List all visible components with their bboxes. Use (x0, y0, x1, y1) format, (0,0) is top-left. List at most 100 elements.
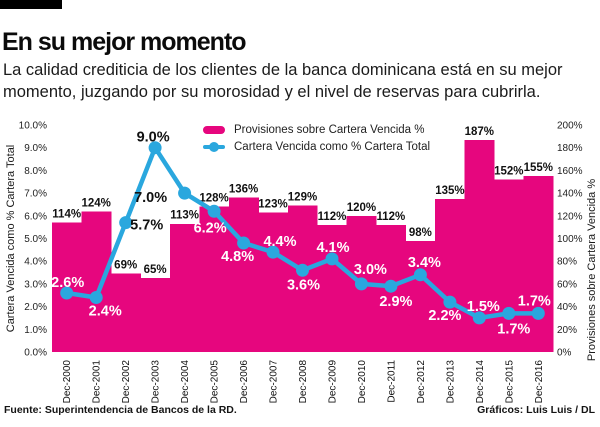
bar-value-label: 136% (229, 184, 258, 196)
line-point (237, 236, 251, 250)
left-axis-tick-label: 7.0% (24, 189, 47, 200)
line-value-label: 2.2% (428, 308, 461, 324)
line-point (413, 268, 427, 282)
left-axis-tick-label: 9.0% (24, 143, 47, 154)
bar-value-label: 129% (288, 192, 317, 204)
line-value-label: 4.4% (263, 234, 296, 250)
x-axis-label: Dec-2000 (62, 360, 73, 404)
bar-value-label: 123% (258, 198, 287, 210)
legend-item-bars: Provisiones sobre Cartera Vencida % (203, 124, 430, 136)
left-axis-tick-label: 0.0% (24, 348, 47, 359)
right-axis-tick-label: 100% (557, 234, 583, 245)
bar-series-swatch-icon (203, 126, 225, 134)
bar-value-label: 65% (144, 264, 167, 276)
line-point (178, 186, 192, 200)
right-axis-tick-label: 160% (557, 166, 583, 177)
line-value-label: 2.6% (51, 275, 84, 291)
x-axis-label: Dec-2008 (298, 360, 309, 404)
line-point (119, 216, 133, 230)
x-axis-label: Dec-2001 (92, 360, 103, 404)
legend-label-bars: Provisiones sobre Cartera Vencida % (234, 124, 425, 136)
bar (523, 176, 554, 352)
x-axis-label: Dec-2007 (269, 360, 280, 404)
header-accent-bar (0, 0, 62, 9)
right-axis-tick-label: 200% (557, 121, 583, 132)
line-value-label: 1.7% (518, 293, 551, 309)
x-axis-label: Dec-2012 (416, 360, 427, 404)
left-axis-tick-label: 5.0% (24, 234, 47, 245)
bar (494, 179, 525, 352)
bar-value-label: 113% (170, 210, 199, 222)
bar (169, 223, 200, 352)
chart-area: 0.0% 1.0% 2.0% 3.0% 4.0% 5.0% 6.0% 7.0% 8.0% 9.0%… (0, 108, 600, 404)
line-value-label: 9.0% (137, 130, 170, 146)
line-value-label: 2.4% (89, 304, 122, 320)
x-axis-label: Dec-2013 (445, 360, 456, 404)
bar-value-label: 112% (318, 211, 347, 223)
line-point (148, 141, 162, 155)
line-point (443, 295, 457, 309)
line-value-label: 3.0% (354, 262, 387, 278)
line-point (325, 252, 339, 266)
line-point (531, 306, 545, 320)
bar (317, 224, 348, 352)
bar (228, 197, 259, 352)
right-axis-tick-label: 140% (557, 189, 583, 200)
bar (405, 240, 436, 352)
x-axis-label: Dec-2003 (151, 360, 162, 404)
line-point (472, 311, 486, 325)
line-point (502, 306, 516, 320)
bar (258, 212, 289, 352)
line-value-label: 1.7% (497, 321, 530, 337)
bar-value-label: 155% (524, 162, 553, 174)
right-axis-tick-label: 0% (557, 348, 572, 359)
page-title: En su mejor momento (2, 27, 247, 56)
x-axis-label: Dec-2009 (328, 360, 339, 404)
right-axis-tick-label: 20% (557, 325, 577, 336)
graphics-credit: Gráficos: Luis Luis / DL (477, 404, 595, 416)
left-axis-tick-label: 4.0% (24, 257, 47, 268)
left-axis-tick-label: 8.0% (24, 166, 47, 177)
line-value-label: 3.4% (408, 255, 441, 271)
right-axis-tick-label: 120% (557, 211, 583, 222)
line-value-label: 3.6% (287, 277, 320, 293)
x-axis-label: Dec-2014 (475, 360, 486, 404)
line-value-label: 2.9% (379, 294, 412, 310)
right-axis-tick-label: 60% (557, 279, 577, 290)
right-axis-tick-label: 40% (557, 302, 577, 313)
x-axis-label: Dec-2004 (180, 360, 191, 404)
bar (81, 211, 112, 352)
x-axis-label: Dec-2015 (504, 360, 515, 404)
line-value-label: 5.7% (130, 218, 163, 234)
x-axis-label: Dec-2011 (386, 360, 397, 403)
x-axis-label: Dec-2005 (210, 360, 221, 404)
bar (140, 278, 171, 352)
right-axis-tick-label: 80% (557, 257, 577, 268)
bar (199, 206, 230, 352)
line-point (296, 263, 309, 277)
bar-value-label: 128% (199, 193, 228, 205)
right-axis-title: Provisiones sobre Cartera Vencida % (586, 179, 598, 361)
line-point (89, 291, 103, 304)
bar (110, 273, 141, 352)
x-axis-label: Dec-2010 (357, 360, 368, 404)
left-axis-tick-label: 1.0% (24, 325, 47, 336)
left-axis-tick-label: 3.0% (24, 279, 47, 290)
bar-value-label: 98% (409, 227, 432, 239)
bar (435, 198, 466, 352)
source-credit: Fuente: Superintendencia de Bancos de la… (4, 404, 237, 416)
page-subtitle: La calidad crediticia de los clientes de… (3, 60, 563, 102)
left-axis-tick-label: 10.0% (19, 121, 47, 132)
line-value-label: 4.8% (221, 249, 254, 265)
bar-value-label: 187% (465, 126, 494, 138)
bar-value-label: 124% (81, 197, 110, 209)
legend-label-line: Cartera Vencida como % Cartera Total (234, 141, 431, 153)
line-point (207, 204, 221, 218)
bar-value-label: 69% (114, 260, 137, 272)
line-value-label: 6.2% (194, 220, 227, 236)
line-point (384, 279, 398, 293)
line-point (60, 286, 74, 300)
bar-value-label: 120% (347, 202, 376, 214)
x-axis-label: Dec-2016 (534, 360, 545, 404)
left-axis-tick-label: 2.0% (24, 302, 47, 313)
